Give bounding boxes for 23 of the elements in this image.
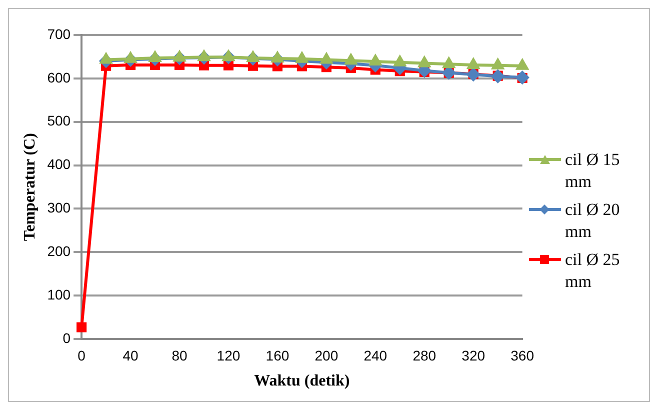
y-tick-label: 0 xyxy=(62,330,71,346)
x-tick-label: 360 xyxy=(510,347,534,364)
legend-label: cil Ø 25 mm xyxy=(565,249,621,293)
y-tick-label: 500 xyxy=(47,112,71,129)
x-tick-label: 80 xyxy=(172,347,188,364)
y-tick-label: 600 xyxy=(47,69,71,86)
legend-label: cil Ø 15 mm xyxy=(565,149,621,193)
x-axis-title: Waktu (detik) xyxy=(254,372,350,390)
x-tick-label: 120 xyxy=(216,347,240,364)
y-tick-label: 200 xyxy=(47,243,71,259)
x-tick-label: 320 xyxy=(462,347,486,364)
y-tick-label: 100 xyxy=(47,286,71,302)
x-tick-label: 0 xyxy=(78,347,86,364)
y-axis-title: Temperatur (C) xyxy=(22,133,39,241)
y-tick-label: 400 xyxy=(47,156,71,172)
x-tick-label: 240 xyxy=(364,347,388,364)
x-tick-label: 40 xyxy=(122,347,139,364)
y-tick-label: 300 xyxy=(47,200,71,216)
x-tick-label: 280 xyxy=(412,347,436,364)
legend-label: cil Ø 20 mm xyxy=(565,199,621,243)
y-tick-label: 700 xyxy=(47,26,71,42)
x-tick-label: 200 xyxy=(314,347,338,364)
x-tick-label: 160 xyxy=(266,347,290,364)
